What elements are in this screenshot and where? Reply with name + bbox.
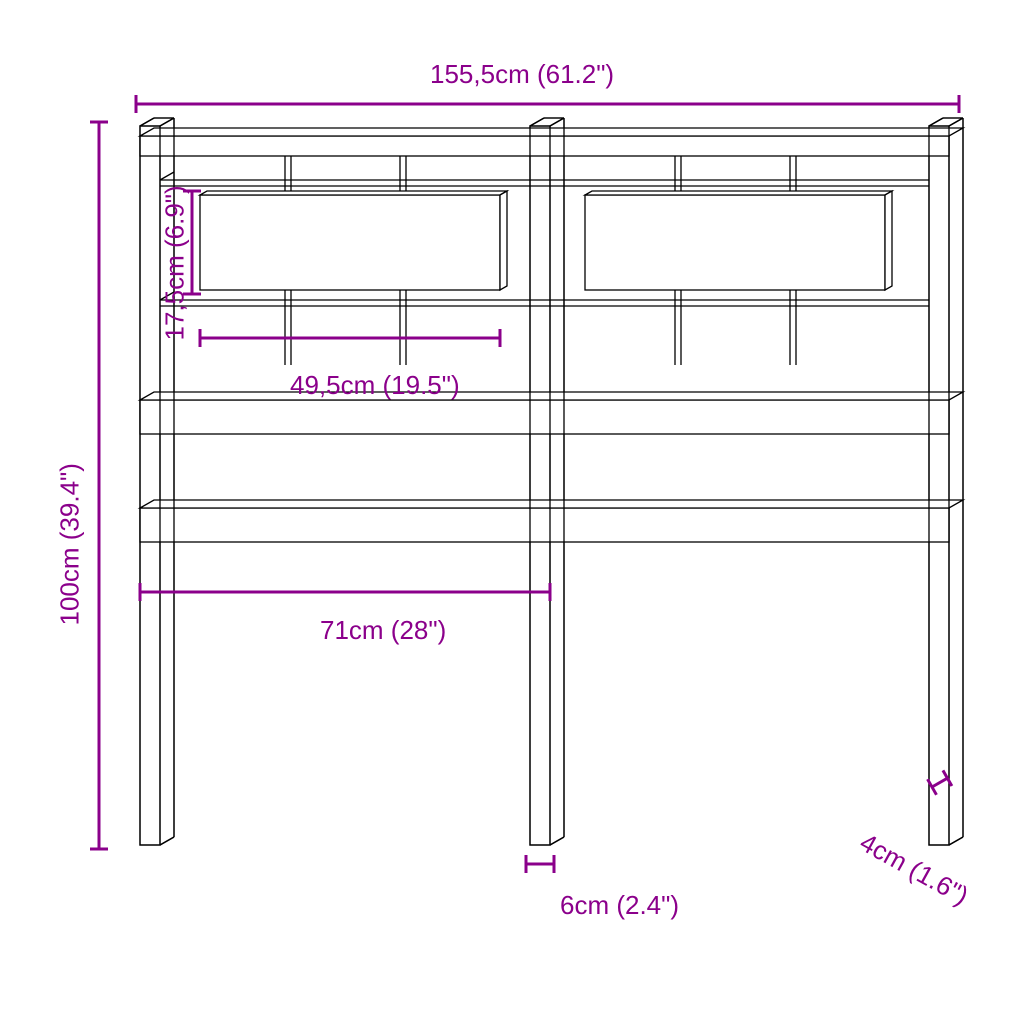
dim-height-label: 100cm (39.4") <box>55 463 86 625</box>
dim-width-label: 155,5cm (61.2") <box>430 59 614 90</box>
dim-panel-w-label: 49,5cm (19.5") <box>290 370 460 401</box>
dim-panel-h-label: 17,5cm (6.9") <box>160 185 191 340</box>
diagram-canvas: 155,5cm (61.2") 100cm (39.4") 17,5cm (6.… <box>0 0 1024 1024</box>
dim-half-w-label: 71cm (28") <box>320 615 446 646</box>
dim-post-w-label: 6cm (2.4") <box>560 890 679 921</box>
diagram-svg <box>0 0 1024 1024</box>
